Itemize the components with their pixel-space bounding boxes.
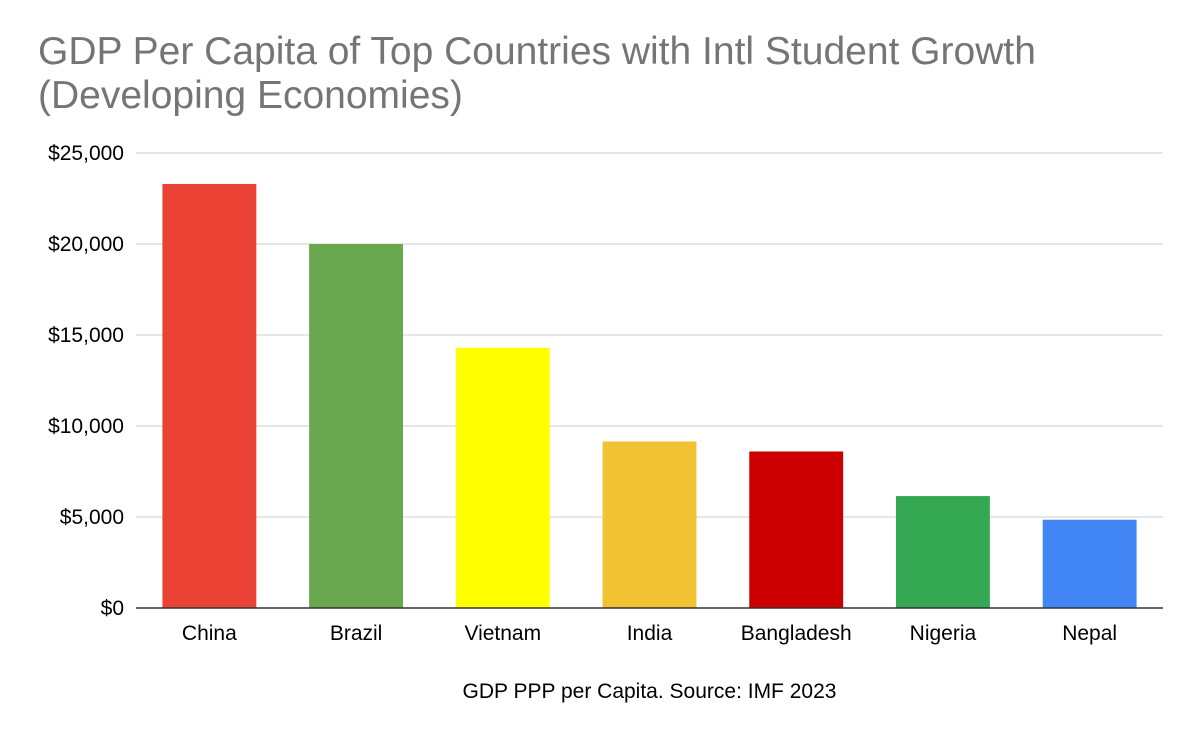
- bar-brazil: [309, 244, 404, 608]
- x-tick-label: Nepal: [1062, 622, 1117, 645]
- bar-nigeria: [895, 496, 990, 608]
- x-tick-label: Brazil: [330, 622, 383, 645]
- y-tick-label: $15,000: [48, 324, 124, 347]
- bar-india: [602, 441, 697, 608]
- x-tick-label: China: [182, 622, 237, 645]
- y-tick-label: $20,000: [48, 233, 124, 256]
- bars: [162, 183, 1137, 608]
- chart-title: GDP Per Capita of Top Countries with Int…: [38, 30, 1036, 117]
- y-tick-label: $0: [101, 597, 124, 620]
- y-tick-label: $10,000: [48, 415, 124, 438]
- x-tick-label: Bangladesh: [741, 622, 852, 645]
- bar-nepal: [1042, 519, 1137, 608]
- bar-vietnam: [455, 347, 550, 608]
- y-tick-label: $5,000: [60, 506, 124, 529]
- x-tick-label: Vietnam: [464, 622, 541, 645]
- y-axis-ticks: $0 $5,000 $10,000 $15,000 $20,000 $25,000: [48, 142, 124, 620]
- x-tick-label: India: [627, 622, 673, 645]
- x-axis-label: GDP PPP per Capita. Source: IMF 2023: [463, 680, 837, 703]
- x-axis-ticks: China Brazil Vietnam India Bangladesh Nigeria…: [182, 622, 1117, 645]
- x-tick-label: Nigeria: [910, 622, 977, 645]
- bar-china: [162, 183, 257, 608]
- y-tick-label: $25,000: [48, 142, 124, 165]
- bar-bangladesh: [749, 451, 844, 608]
